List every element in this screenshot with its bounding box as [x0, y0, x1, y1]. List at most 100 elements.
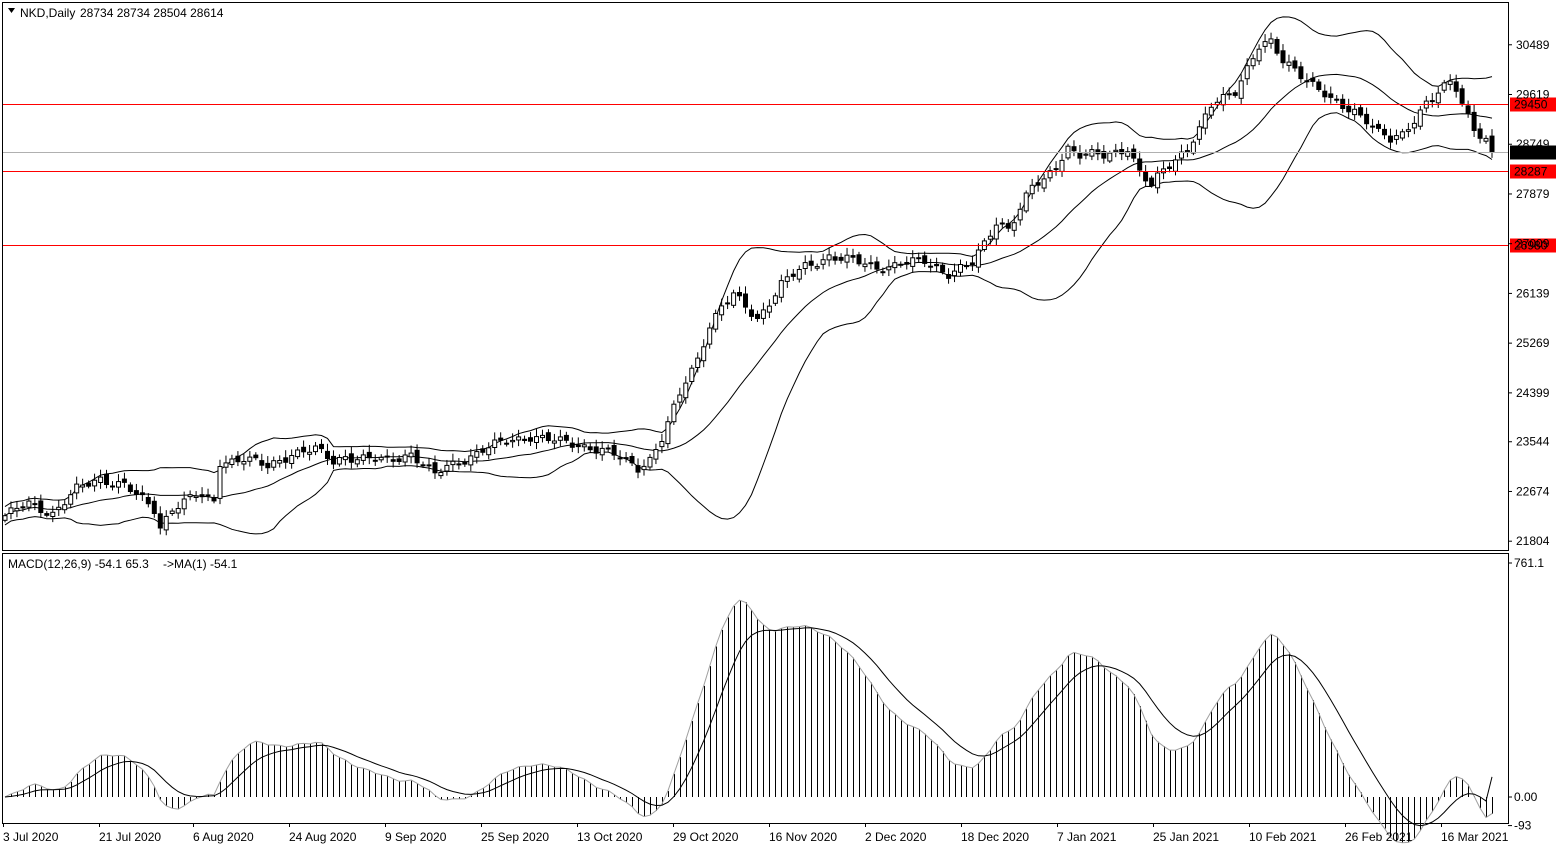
- candle-body: [74, 483, 80, 494]
- chart-ohlc: 28734 28734 28504 28614: [80, 6, 224, 20]
- price-axis-label: 25269: [1516, 336, 1550, 350]
- candle-body: [390, 459, 396, 462]
- candle-body: [1137, 158, 1143, 171]
- candle-body: [235, 455, 241, 463]
- collapse-triangle-icon[interactable]: [8, 8, 15, 13]
- candle-body: [402, 454, 408, 463]
- chart-symbol: NKD,Daily: [20, 6, 75, 20]
- candle-body: [856, 254, 862, 265]
- time-axis-label: 13 Oct 2020: [577, 830, 643, 844]
- candle-body: [127, 484, 133, 492]
- time-axis-label: 18 Dec 2020: [961, 830, 1029, 844]
- price-pane-frame: [2, 2, 1509, 551]
- level-price-tag: [1510, 97, 1556, 112]
- time-axis-label: 16 Mar 2021: [1441, 830, 1509, 844]
- macd-label: MACD(12,26,9) -54.1 65.3: [8, 557, 149, 571]
- candle-body: [265, 462, 271, 469]
- candle-body: [86, 482, 92, 487]
- candle-body: [187, 494, 193, 498]
- time-axis-label: 24 Aug 2020: [289, 830, 357, 844]
- candle-body: [1173, 159, 1178, 172]
- level-price-label: 26980: [1514, 239, 1548, 253]
- candle-body: [1041, 178, 1047, 189]
- time-axis-label: 26 Feb 2021: [1345, 830, 1413, 844]
- candle-body: [814, 266, 820, 269]
- candle-body: [987, 235, 993, 240]
- candle-body: [462, 461, 468, 465]
- candle-body: [116, 481, 121, 488]
- candle-body: [205, 494, 211, 497]
- candle-body: [1274, 39, 1280, 54]
- candle-body: [1202, 113, 1208, 129]
- candle-body: [808, 260, 814, 266]
- candle-body: [1340, 98, 1346, 110]
- candle-body: [832, 256, 838, 261]
- candle-body: [1244, 65, 1250, 80]
- candle-body: [964, 265, 969, 268]
- candle-body: [545, 432, 551, 442]
- candle-body: [844, 254, 850, 263]
- candle-body: [486, 447, 492, 456]
- candle-body: [534, 436, 539, 444]
- candle-body: [1119, 149, 1125, 155]
- candle-body: [1077, 152, 1083, 159]
- candle-body: [1256, 48, 1262, 62]
- candle-body: [599, 447, 605, 456]
- candle-body: [1322, 90, 1328, 98]
- candle-body: [426, 464, 432, 467]
- candle-body: [1149, 177, 1155, 187]
- candle-body: [2, 515, 8, 521]
- candle-body: [38, 500, 44, 513]
- candle-body: [14, 507, 20, 512]
- candle-body: [1280, 50, 1286, 64]
- time-axis-label: 25 Sep 2020: [481, 830, 549, 844]
- candle-body: [157, 513, 163, 529]
- candle-body: [408, 452, 414, 458]
- candle-body: [952, 270, 957, 277]
- bollinger-lower-line: [4, 112, 1493, 535]
- candle-body: [790, 273, 796, 277]
- price-axis-label: 28749: [1516, 137, 1550, 151]
- candle-body: [1083, 153, 1089, 156]
- candle-body: [1226, 93, 1232, 96]
- candle-body: [689, 367, 695, 383]
- candle-body: [68, 494, 74, 505]
- candle-body: [922, 255, 928, 264]
- candle-body: [1346, 105, 1352, 113]
- candle-body: [1447, 80, 1453, 85]
- candle-body: [1023, 192, 1029, 212]
- candle-body: [874, 261, 880, 270]
- price-axis-label: 29619: [1516, 88, 1550, 102]
- candle-body: [1399, 131, 1405, 139]
- candle-body: [772, 295, 778, 304]
- candle-body: [838, 256, 844, 261]
- candle-body: [611, 445, 617, 456]
- candle-body: [653, 449, 659, 460]
- candle-body: [737, 292, 742, 297]
- level-price-label: 28287: [1514, 165, 1548, 179]
- candle-body: [1011, 222, 1017, 231]
- candle-body: [1435, 92, 1441, 104]
- candle-body: [784, 276, 790, 282]
- candle-body: [575, 444, 581, 448]
- time-axis-label: 21 Jul 2020: [99, 830, 161, 844]
- price-axis-label: 30489: [1516, 38, 1550, 52]
- candle-body: [438, 472, 444, 477]
- candle-body: [683, 382, 689, 399]
- candle-body: [98, 476, 104, 484]
- candle-body: [820, 259, 826, 265]
- candle-body: [581, 444, 587, 448]
- candle-body: [354, 459, 360, 465]
- candle-body: [1382, 128, 1387, 136]
- candle-body: [319, 443, 324, 450]
- candle-body: [725, 302, 731, 305]
- candle-body: [1471, 111, 1477, 132]
- time-axis-label: 3 Jul 2020: [3, 830, 59, 844]
- candle-body: [1029, 184, 1035, 195]
- macd-signal-line: [4, 627, 1493, 827]
- candle-body: [528, 437, 533, 442]
- candle-body: [456, 463, 462, 466]
- candle-body: [450, 460, 456, 466]
- candle-body: [480, 448, 486, 453]
